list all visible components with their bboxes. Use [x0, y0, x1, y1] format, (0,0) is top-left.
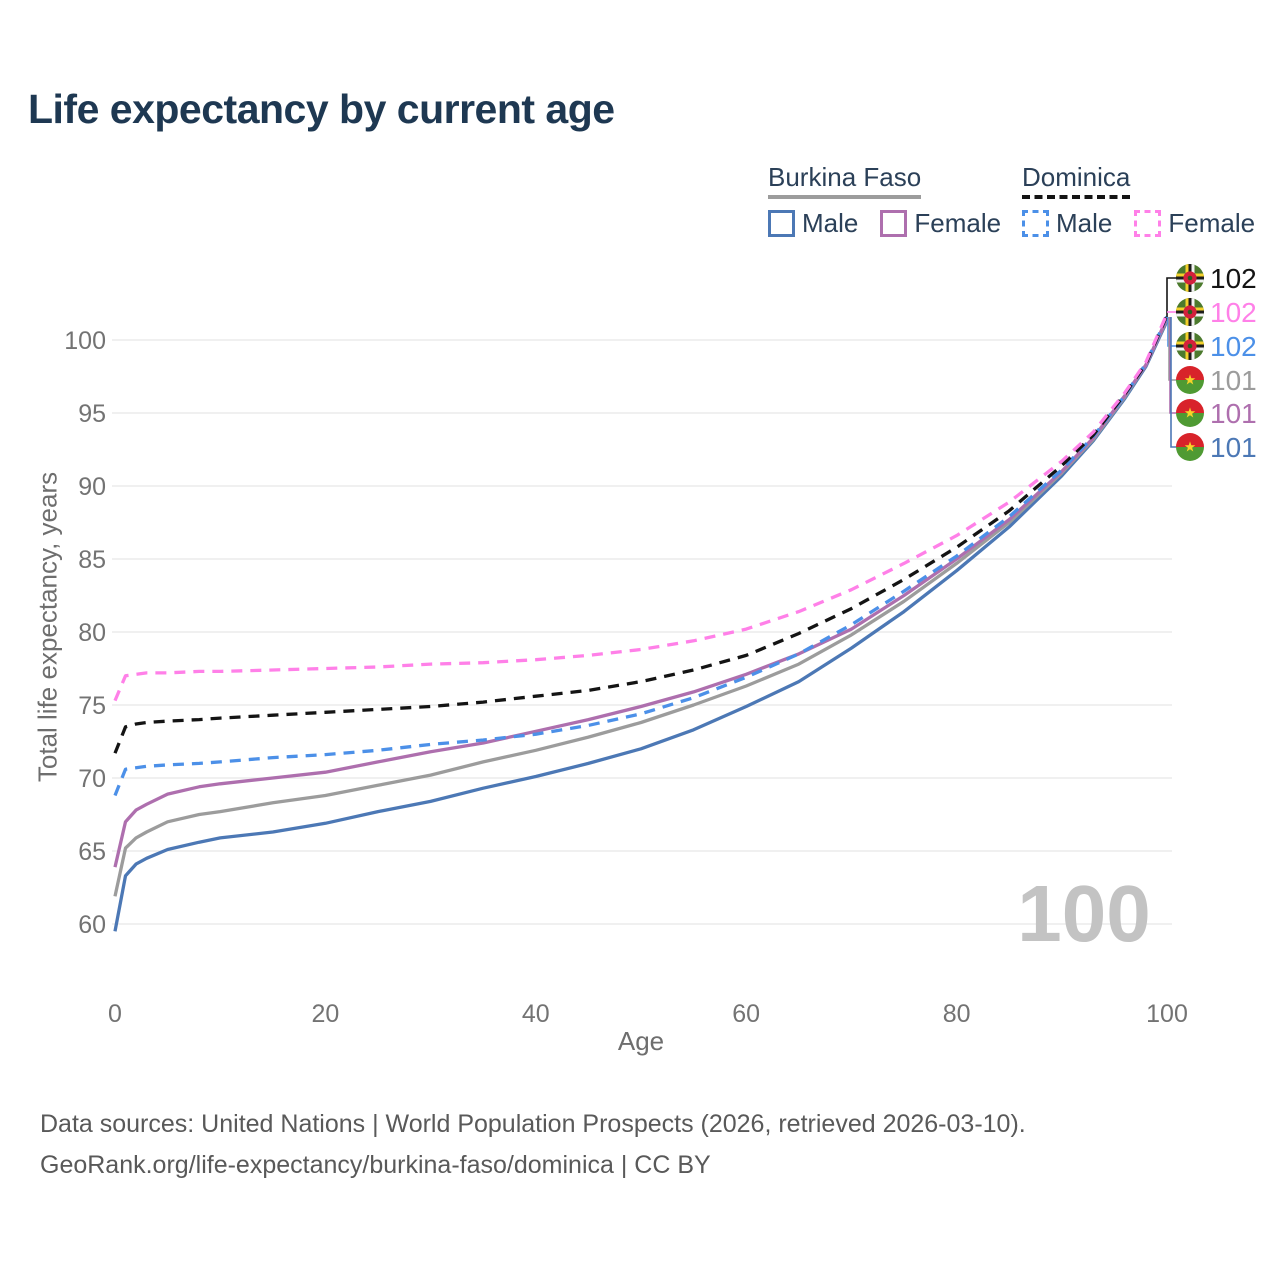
series-line-dominica-male[interactable]	[113, 315, 1169, 797]
legend-group-dominica: Dominica Male Female	[1022, 162, 1255, 239]
x-tick-label: 100	[1146, 1000, 1188, 1028]
series-line-burkina-faso-male[interactable]	[113, 320, 1169, 932]
y-tick-label: 85	[78, 546, 106, 574]
page-title: Life expectancy by current age	[28, 86, 615, 132]
y-tick-label: 90	[78, 473, 106, 501]
footer-data-sources: Data sources: United Nations | World Pop…	[40, 1110, 1026, 1138]
flag-star	[1184, 407, 1196, 418]
y-tick-label: 60	[78, 911, 106, 939]
x-tick-label: 20	[311, 1000, 339, 1028]
flag-parrot	[1187, 275, 1193, 281]
legend-header-burkina-faso[interactable]: Burkina Faso	[768, 162, 922, 199]
legend-swatch-dominica-female-icon	[1134, 210, 1162, 237]
y-tick-label: 100	[64, 327, 106, 355]
flag-red-half	[1176, 366, 1204, 380]
x-axis-title: Age	[617, 1026, 665, 1056]
legend-swatch-burkina-faso-male-icon	[768, 210, 795, 237]
flag-star	[1184, 441, 1196, 452]
leader-line	[1166, 277, 1176, 317]
series-line-dominica[interactable]	[113, 314, 1169, 754]
flag-icon-burkina-faso	[1176, 366, 1204, 394]
flag-icon-dominica	[1176, 264, 1204, 292]
end-label-value: 102	[1210, 331, 1257, 362]
flag-parrot	[1187, 309, 1193, 315]
end-label-value: 102	[1210, 263, 1257, 294]
legend-label-dominica-male: Male	[1056, 208, 1113, 238]
legend-label-burkina-faso-female: Female	[914, 208, 1002, 238]
flag-red-half	[1176, 399, 1204, 413]
series-line-dominica-female[interactable]	[113, 313, 1169, 702]
y-axis-title: Total life expectancy, years	[32, 471, 63, 783]
flag-star	[1184, 374, 1196, 385]
y-tick-label: 95	[78, 400, 106, 428]
footer-attribution: GeoRank.org/life-expectancy/burkina-faso…	[40, 1151, 711, 1179]
legend-item-dominica-female[interactable]: Female	[1134, 208, 1255, 239]
x-tick-label: 80	[943, 1000, 971, 1028]
leader-line	[1169, 317, 1176, 414]
flag-icon-dominica	[1176, 298, 1204, 326]
legend-header-dominica[interactable]: Dominica	[1022, 162, 1131, 199]
flag-icon-dominica	[1176, 332, 1204, 360]
leader-line	[1167, 317, 1176, 347]
legend-label-burkina-faso-male: Male	[802, 208, 859, 238]
y-tick-label: 70	[78, 765, 106, 793]
x-tick-label: 0	[108, 1000, 122, 1028]
flag-red-half	[1176, 433, 1204, 447]
end-label-value: 102	[1210, 297, 1257, 328]
end-label-value: 101	[1210, 432, 1257, 463]
leader-line	[1168, 317, 1176, 381]
flag-green-half	[1176, 413, 1204, 427]
flag-parrot	[1187, 343, 1193, 349]
flag-green-half	[1176, 380, 1204, 394]
end-label-value: 101	[1210, 398, 1257, 429]
flag-icon-burkina-faso	[1176, 433, 1204, 461]
y-tick-label: 80	[78, 619, 106, 647]
legend-swatch-dominica-male-icon	[1022, 210, 1049, 237]
legend-swatch-burkina-faso-female-icon	[880, 210, 908, 237]
y-tick-label: 75	[78, 692, 106, 720]
x-tick-label: 60	[732, 1000, 760, 1028]
series-line-burkina-faso[interactable]	[113, 318, 1169, 897]
legend-items-dominica: Male Female	[1022, 208, 1255, 239]
legend-item-dominica-male[interactable]: Male	[1022, 208, 1112, 239]
end-label-value: 101	[1210, 365, 1257, 396]
age-counter-watermark: 100	[1017, 869, 1151, 958]
footer: Data sources: United Nations | World Pop…	[40, 1104, 1026, 1186]
legend-label-dominica-female: Female	[1168, 208, 1256, 238]
series-line-burkina-faso-female[interactable]	[113, 317, 1169, 868]
leader-line	[1170, 317, 1176, 448]
y-tick-label: 65	[78, 838, 106, 866]
legend-items-burkina-faso: Male Female	[768, 208, 1001, 239]
legend-item-burkina-faso-male[interactable]: Male	[768, 208, 858, 239]
legend-item-burkina-faso-female[interactable]: Female	[880, 208, 1001, 239]
flag-icon-burkina-faso	[1176, 399, 1204, 427]
legend-group-burkina-faso: Burkina Faso Male Female	[768, 162, 1001, 239]
x-tick-label: 40	[522, 1000, 550, 1028]
flag-green-half	[1176, 447, 1204, 461]
